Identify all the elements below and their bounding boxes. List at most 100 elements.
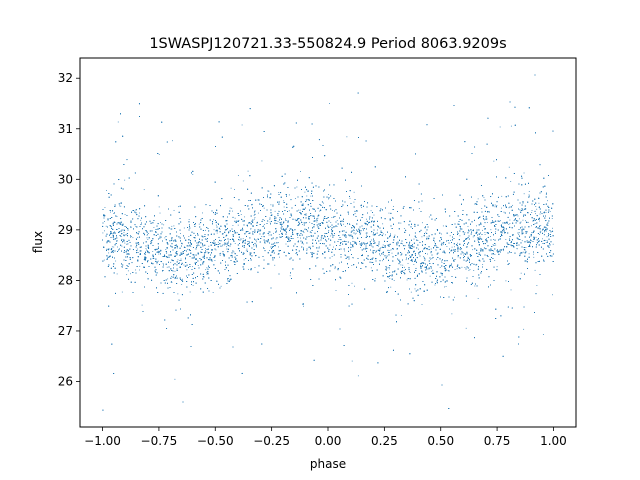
scatter-point xyxy=(467,225,469,227)
scatter-point xyxy=(535,206,537,207)
scatter-point xyxy=(478,234,480,235)
scatter-point xyxy=(520,221,522,223)
scatter-point xyxy=(215,224,217,226)
scatter-point xyxy=(236,232,238,234)
scatter-point xyxy=(408,243,410,245)
scatter-point xyxy=(476,225,477,227)
scatter-point xyxy=(125,234,127,235)
scatter-point xyxy=(430,252,432,254)
scatter-point xyxy=(344,226,346,227)
scatter-point xyxy=(136,233,138,234)
scatter-point xyxy=(360,232,362,234)
scatter-point xyxy=(305,215,307,216)
scatter-point xyxy=(232,225,234,226)
scatter-point xyxy=(430,258,432,260)
scatter-point xyxy=(182,278,183,280)
scatter-point xyxy=(263,247,264,248)
scatter-point xyxy=(402,264,404,266)
scatter-point xyxy=(388,212,390,214)
scatter-point xyxy=(366,218,367,220)
scatter-point xyxy=(140,219,142,221)
scatter-point xyxy=(160,250,162,252)
scatter-point xyxy=(370,267,372,269)
scatter-point xyxy=(353,229,355,231)
scatter-point xyxy=(552,227,553,229)
scatter-point xyxy=(224,244,226,246)
scatter-point xyxy=(144,258,146,260)
scatter-point xyxy=(168,227,170,229)
scatter-point xyxy=(307,218,309,220)
scatter-point xyxy=(351,360,353,362)
scatter-point xyxy=(237,175,239,177)
scatter-point xyxy=(495,231,496,233)
scatter-point xyxy=(459,235,461,237)
scatter-point xyxy=(206,251,208,253)
scatter-point xyxy=(340,222,341,224)
scatter-point xyxy=(298,209,299,211)
scatter-point xyxy=(425,231,427,233)
scatter-point xyxy=(357,375,359,377)
scatter-point xyxy=(509,223,511,224)
scatter-point xyxy=(199,259,201,261)
scatter-point xyxy=(336,220,338,222)
scatter-point xyxy=(177,259,179,261)
scatter-point xyxy=(517,238,519,240)
scatter-point xyxy=(222,245,223,247)
scatter-point xyxy=(380,247,382,249)
scatter-point xyxy=(353,191,355,193)
scatter-point xyxy=(186,269,188,271)
scatter-point xyxy=(329,103,330,104)
scatter-point xyxy=(421,222,423,224)
scatter-point xyxy=(444,286,445,288)
scatter-point xyxy=(104,230,105,232)
scatter-point xyxy=(440,244,442,245)
scatter-point xyxy=(277,221,279,223)
scatter-point xyxy=(316,221,318,223)
scatter-point xyxy=(526,221,527,223)
scatter-point xyxy=(121,291,123,293)
scatter-point xyxy=(196,258,198,260)
scatter-point xyxy=(273,232,274,234)
scatter-point xyxy=(451,246,453,248)
scatter-point xyxy=(540,225,542,226)
scatter-point xyxy=(405,259,407,261)
scatter-point xyxy=(212,219,214,221)
scatter-point xyxy=(391,252,393,254)
scatter-point xyxy=(498,238,500,240)
scatter-point xyxy=(217,241,219,243)
scatter-point xyxy=(486,238,487,240)
scatter-point xyxy=(510,289,512,291)
scatter-point xyxy=(424,260,426,261)
scatter-point xyxy=(231,207,233,209)
scatter-point xyxy=(158,154,160,155)
scatter-point xyxy=(135,238,137,240)
scatter-point xyxy=(126,274,128,276)
scatter-point xyxy=(477,298,479,299)
scatter-point xyxy=(403,228,405,229)
scatter-point xyxy=(409,254,411,256)
scatter-point xyxy=(137,237,139,239)
scatter-point xyxy=(283,228,284,229)
scatter-point xyxy=(374,278,376,280)
scatter-point xyxy=(254,267,256,268)
scatter-point xyxy=(333,217,335,218)
scatter-point xyxy=(365,232,367,234)
scatter-point xyxy=(174,270,176,272)
scatter-point xyxy=(531,235,532,237)
scatter-point xyxy=(487,211,488,213)
scatter-point xyxy=(172,140,173,142)
scatter-point xyxy=(528,190,530,192)
scatter-point xyxy=(377,229,378,231)
scatter-point xyxy=(261,160,263,162)
scatter-point xyxy=(464,232,466,234)
scatter-point xyxy=(385,270,387,271)
scatter-point xyxy=(492,253,494,255)
scatter-point xyxy=(534,223,536,224)
scatter-point xyxy=(311,232,312,234)
scatter-point xyxy=(336,226,338,227)
scatter-point xyxy=(454,296,455,298)
scatter-point xyxy=(242,180,244,182)
scatter-point xyxy=(114,212,115,213)
scatter-point xyxy=(226,246,227,248)
scatter-point xyxy=(400,315,402,316)
